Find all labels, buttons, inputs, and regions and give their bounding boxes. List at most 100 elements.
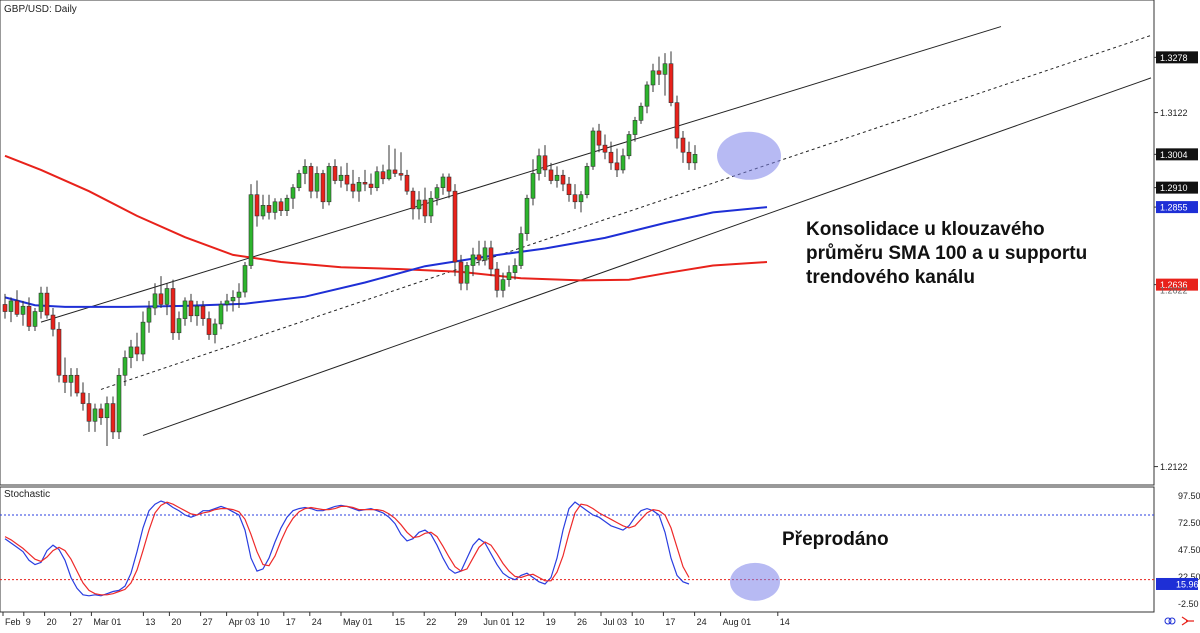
date-tick-label: Apr 03 bbox=[229, 617, 256, 627]
candle-body bbox=[392, 169, 398, 174]
date-tick-label: 27 bbox=[203, 617, 213, 627]
candle bbox=[512, 258, 518, 280]
candle-body bbox=[326, 166, 332, 203]
channel-lower-line bbox=[142, 77, 1152, 436]
candle-body bbox=[86, 403, 92, 422]
candle-body bbox=[338, 174, 344, 181]
candle-body bbox=[152, 293, 158, 309]
candle bbox=[152, 283, 158, 316]
candle bbox=[578, 191, 584, 213]
candle-body bbox=[260, 205, 266, 217]
candle bbox=[116, 368, 122, 439]
chart-arrow-icon[interactable] bbox=[1181, 616, 1194, 626]
price-tick-label: 1.2855 bbox=[1160, 203, 1188, 213]
candle-body bbox=[68, 374, 74, 383]
price-tick-label: 1.3004 bbox=[1160, 150, 1188, 160]
oscillator-tick-label: 22.50 bbox=[1178, 572, 1200, 582]
candle bbox=[482, 240, 488, 266]
candle bbox=[692, 145, 698, 170]
candle bbox=[86, 392, 92, 432]
candle bbox=[386, 145, 392, 181]
date-tick-label: 24 bbox=[312, 617, 322, 627]
candle bbox=[392, 148, 398, 178]
candle-body bbox=[14, 300, 20, 315]
candle bbox=[638, 102, 644, 124]
candle-body bbox=[692, 154, 698, 164]
date-tick-label: Mar 01 bbox=[93, 617, 121, 627]
price-tick-label: 1.3122 bbox=[1160, 108, 1188, 118]
candle bbox=[668, 51, 674, 107]
candle-body bbox=[122, 357, 128, 376]
oscillator-panel-frame bbox=[0, 486, 1155, 613]
chart-tools-icon[interactable] bbox=[1164, 617, 1176, 625]
consolidation-highlight bbox=[717, 131, 781, 180]
price-tick-label: 1.2636 bbox=[1160, 280, 1188, 290]
candle-body bbox=[656, 70, 662, 75]
candle bbox=[62, 357, 68, 393]
candle bbox=[32, 307, 38, 332]
candle bbox=[296, 169, 302, 192]
candle bbox=[242, 261, 248, 298]
candle-body bbox=[632, 120, 638, 135]
candle-body bbox=[158, 293, 164, 305]
candle-body bbox=[644, 84, 650, 107]
candle bbox=[230, 290, 236, 312]
candle bbox=[2, 293, 8, 319]
oversold-highlight bbox=[730, 562, 780, 601]
sma-200-line bbox=[4, 154, 768, 282]
candle-body bbox=[242, 265, 248, 293]
candle-body bbox=[416, 199, 422, 210]
candle-body bbox=[140, 321, 146, 355]
candle-body bbox=[638, 105, 644, 121]
candle bbox=[332, 159, 338, 185]
candle bbox=[140, 311, 146, 362]
oscillator-value-tag bbox=[1156, 577, 1198, 590]
candle bbox=[452, 184, 458, 277]
stoch-d-line bbox=[4, 501, 690, 596]
candle bbox=[194, 300, 200, 326]
candle-body bbox=[296, 173, 302, 188]
price-tag-bg bbox=[1156, 181, 1198, 194]
candle bbox=[128, 339, 134, 369]
candle-body bbox=[20, 305, 26, 315]
candle bbox=[38, 286, 44, 319]
candle bbox=[476, 240, 482, 266]
price-tick-label: 1.3278 bbox=[1160, 53, 1188, 63]
candle-body bbox=[464, 265, 470, 284]
candle bbox=[20, 300, 26, 326]
candle-body bbox=[32, 311, 38, 327]
candle bbox=[500, 272, 506, 298]
candle bbox=[164, 283, 170, 316]
candle-body bbox=[176, 318, 182, 334]
candle-body bbox=[686, 151, 692, 164]
candle bbox=[224, 293, 230, 312]
candle-body bbox=[386, 169, 392, 180]
candle bbox=[410, 187, 416, 220]
consolidation-line-2: průměru SMA 100 a u supportu bbox=[806, 243, 1088, 264]
candle bbox=[584, 162, 590, 199]
candle bbox=[284, 194, 290, 216]
candle-body bbox=[494, 268, 500, 291]
candle bbox=[416, 191, 422, 220]
price-tick-label: 1.2910 bbox=[1160, 183, 1188, 193]
candle-body bbox=[290, 187, 296, 199]
candle-body bbox=[500, 279, 506, 291]
candle-body bbox=[578, 194, 584, 203]
candle bbox=[320, 169, 326, 209]
candle-body bbox=[218, 304, 224, 325]
candle-body bbox=[626, 134, 632, 157]
channel-upper-line bbox=[40, 26, 1002, 323]
candle-body bbox=[266, 205, 272, 213]
candle-body bbox=[200, 305, 206, 319]
candle bbox=[104, 396, 110, 447]
date-tick-label: 22 bbox=[426, 617, 436, 627]
candle bbox=[26, 297, 32, 332]
candle bbox=[620, 148, 626, 174]
candle-body bbox=[230, 297, 236, 302]
candle-body bbox=[308, 166, 314, 192]
candle-body bbox=[50, 314, 56, 330]
candle bbox=[368, 173, 374, 195]
date-tick-label: May 01 bbox=[343, 617, 373, 627]
candle-body bbox=[302, 166, 308, 174]
